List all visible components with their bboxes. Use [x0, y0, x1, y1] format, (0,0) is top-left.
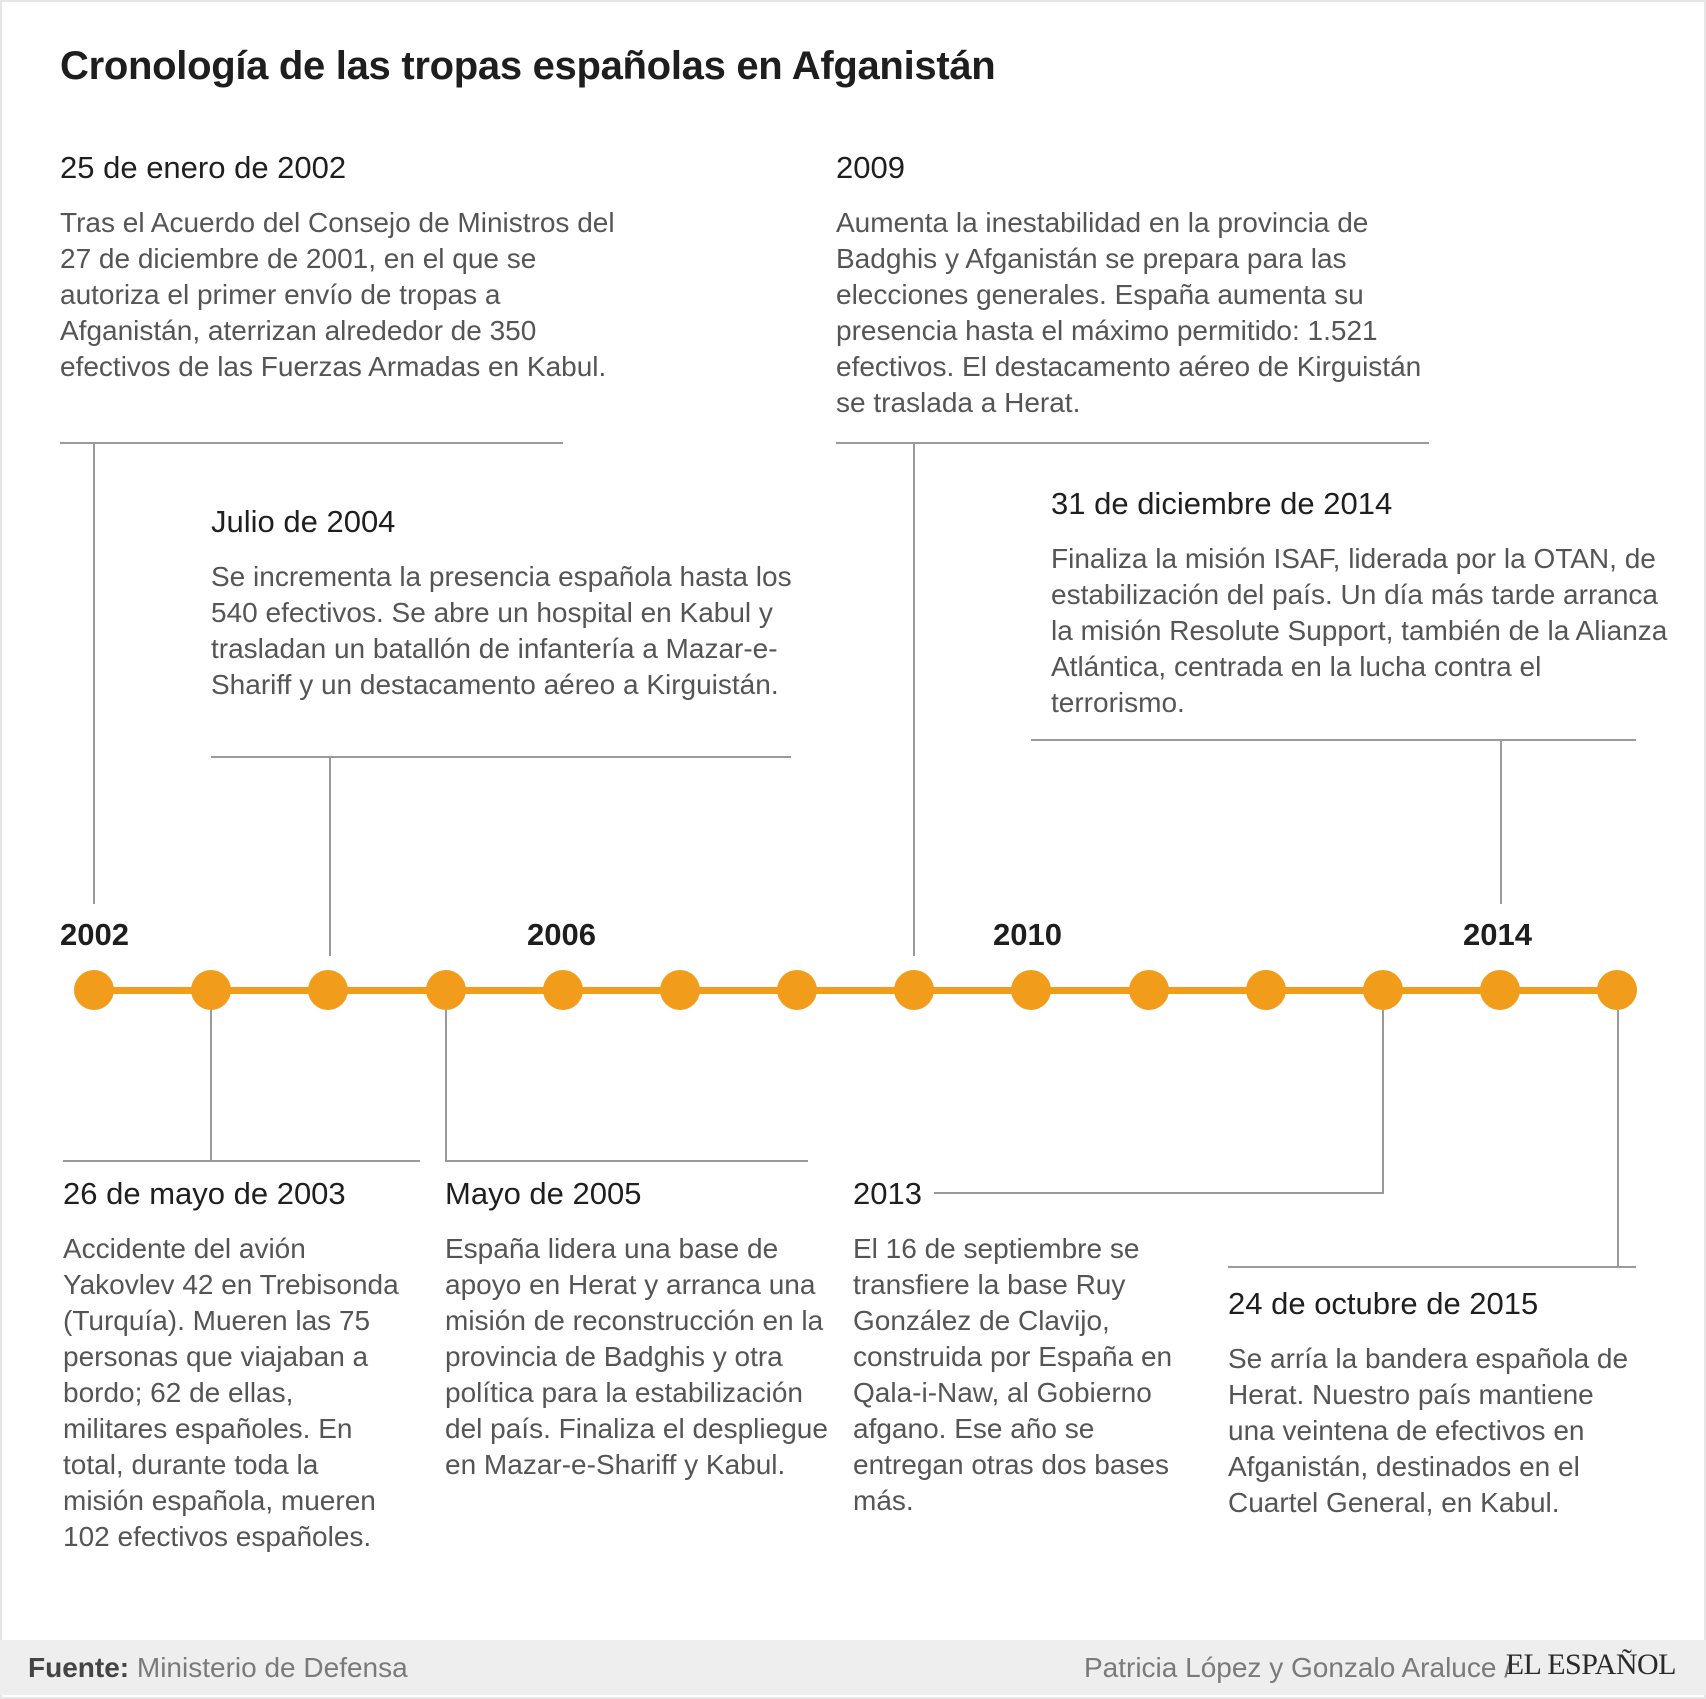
year-label: 2014 [1463, 917, 1532, 952]
event-text: Se incrementa la presencia española hast… [211, 561, 792, 700]
source-name: Ministerio de Defensa [136, 1652, 408, 1683]
connector-vline [93, 442, 95, 904]
connector-vline [1382, 1010, 1384, 1193]
connector-hline [211, 756, 791, 758]
source-note: Fuente: Ministerio de Defensa [28, 1652, 408, 1684]
event-2009: 2009 Aumenta la inestabilidad en la prov… [836, 149, 1436, 421]
event-date: Mayo de 2005 [445, 1176, 642, 1211]
year-label: 2010 [993, 917, 1062, 952]
connector-vline [445, 1010, 447, 1161]
timeline-dot [1011, 970, 1051, 1010]
connector-hline [63, 1160, 420, 1162]
connector-hline [1228, 1266, 1636, 1268]
connector-hline [60, 442, 563, 444]
timeline-dot [1597, 970, 1637, 1010]
timeline-dot [308, 970, 348, 1010]
event-date: 2009 [836, 150, 905, 185]
timeline-dot [543, 970, 583, 1010]
event-date: 25 de enero de 2002 [60, 150, 347, 185]
timeline-dot [1363, 970, 1403, 1010]
event-2013: 2013 El 16 de septiembre se transfiere l… [853, 1175, 1183, 1519]
event-text: España lidera una base de apoyo en Herat… [445, 1233, 828, 1480]
timeline-dot [426, 970, 466, 1010]
event-2002-jan: 25 de enero de 2002 Tras el Acuerdo del … [60, 149, 620, 385]
event-2003-may: 26 de mayo de 2003 Accidente del avión Y… [63, 1175, 403, 1555]
connector-vline [210, 1010, 212, 1161]
event-2005-may: Mayo de 2005 España lidera una base de a… [445, 1175, 835, 1483]
connector-vline [329, 756, 331, 956]
connector-vline [913, 442, 915, 956]
source-label: Fuente: [28, 1652, 130, 1683]
event-text: Se arría la bandera española de Herat. N… [1228, 1343, 1629, 1518]
timeline-dot [660, 970, 700, 1010]
footer-bar [0, 1640, 1706, 1695]
event-text: Accidente del avión Yakovlev 42 en Trebi… [63, 1233, 399, 1552]
event-text: Aumenta la inestabilidad en la provincia… [836, 207, 1422, 418]
connector-hline [836, 442, 1429, 444]
connector-hline [445, 1160, 808, 1162]
year-label: 2002 [60, 917, 129, 952]
event-text: Finaliza la misión ISAF, liderada por la… [1051, 543, 1668, 718]
event-2015-oct: 24 de octubre de 2015 Se arría la bander… [1228, 1285, 1648, 1521]
event-2004-jul: Julio de 2004 Se incrementa la presencia… [211, 503, 811, 703]
timeline-dot [894, 970, 934, 1010]
event-2014-dec: 31 de diciembre de 2014 Finaliza la misi… [1051, 485, 1671, 721]
event-text: Tras el Acuerdo del Consejo de Ministros… [60, 207, 615, 382]
timeline-axis [94, 987, 1618, 994]
author-credit: Patricia López y Gonzalo Araluce / [1083, 1652, 1512, 1683]
brand-logo: EL ESPAÑOL [1505, 1648, 1677, 1681]
timeline-dot [1480, 970, 1520, 1010]
timeline-dot [1246, 970, 1286, 1010]
event-text: El 16 de septiembre se transfiere la bas… [853, 1233, 1173, 1516]
event-date: 31 de diciembre de 2014 [1051, 486, 1393, 521]
event-date: 2013 [853, 1176, 922, 1211]
timeline-dot [191, 970, 231, 1010]
connector-vline [1500, 739, 1502, 904]
event-date: Julio de 2004 [211, 504, 396, 539]
timeline-dot [777, 970, 817, 1010]
page-title: Cronología de las tropas españolas en Af… [60, 44, 996, 88]
connector-vline [1617, 1010, 1619, 1267]
timeline-dot [74, 970, 114, 1010]
year-label: 2006 [527, 917, 596, 952]
event-date: 24 de octubre de 2015 [1228, 1286, 1539, 1321]
timeline-dot [1129, 970, 1169, 1010]
connector-hline [1031, 739, 1636, 741]
connector-hline [934, 1192, 1384, 1194]
event-date: 26 de mayo de 2003 [63, 1176, 346, 1211]
